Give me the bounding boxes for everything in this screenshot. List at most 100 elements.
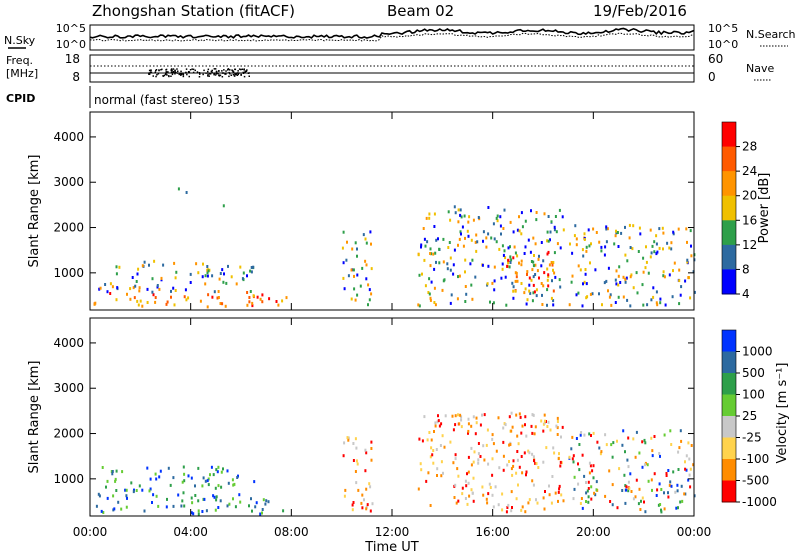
echo-cell bbox=[662, 274, 665, 278]
echo-cell bbox=[464, 258, 467, 262]
echo-cell bbox=[149, 477, 152, 481]
nave-right-tick-bottom: 0 bbox=[708, 70, 716, 84]
echo-cell bbox=[583, 474, 586, 478]
echo-cell bbox=[227, 481, 230, 485]
echo-cell bbox=[581, 453, 584, 457]
echo-cell bbox=[642, 303, 645, 307]
echo-cell bbox=[571, 274, 574, 278]
echo-cell bbox=[693, 494, 696, 498]
echo-cell bbox=[496, 219, 499, 223]
echo-cell bbox=[216, 470, 219, 474]
echo-cell bbox=[655, 301, 658, 305]
echo-cell bbox=[585, 282, 588, 286]
echo-cell bbox=[482, 230, 485, 234]
echo-cell bbox=[643, 500, 645, 504]
echo-cell bbox=[581, 506, 584, 510]
echo-cell bbox=[508, 460, 510, 463]
echo-cell bbox=[361, 266, 364, 270]
echo-cell bbox=[467, 481, 470, 485]
echo-cell bbox=[627, 436, 630, 440]
freq-dot bbox=[160, 69, 162, 71]
echo-cell bbox=[461, 492, 464, 496]
echo-cell bbox=[206, 271, 209, 275]
echo-cell bbox=[189, 272, 192, 276]
echo-cell bbox=[488, 482, 491, 486]
echo-cell bbox=[511, 506, 513, 509]
echo-cell bbox=[588, 432, 591, 436]
echo-cell bbox=[213, 495, 216, 499]
echo-cell bbox=[556, 426, 559, 430]
echo-cell bbox=[428, 216, 431, 220]
echo-cell bbox=[521, 225, 524, 229]
freq-dot bbox=[248, 72, 250, 74]
echo-cell bbox=[98, 287, 101, 291]
echo-cell bbox=[135, 280, 138, 283]
echo-cell bbox=[197, 509, 200, 513]
echo-cell bbox=[183, 295, 186, 299]
colorbar-tick-label: -100 bbox=[742, 452, 769, 466]
echo-cell bbox=[650, 298, 653, 302]
echo-cell bbox=[524, 287, 527, 291]
echo-cell bbox=[440, 460, 443, 464]
echo-cell bbox=[158, 287, 161, 291]
echo-cell bbox=[626, 298, 629, 302]
echo-cell bbox=[609, 500, 612, 503]
echo-cell bbox=[474, 240, 477, 244]
echo-cell bbox=[493, 288, 496, 292]
echo-cell bbox=[466, 472, 468, 476]
echo-cell bbox=[575, 237, 578, 241]
echo-cell bbox=[526, 270, 529, 274]
echo-cell bbox=[444, 414, 447, 418]
power-y-ticks: 4000 3000 2000 1000 bbox=[53, 130, 694, 280]
echo-cell bbox=[680, 484, 683, 488]
echo-cell bbox=[253, 480, 256, 484]
echo-cell bbox=[551, 263, 554, 267]
echo-cell bbox=[509, 443, 512, 446]
echo-cell bbox=[508, 415, 511, 419]
echo-cell bbox=[612, 441, 615, 445]
echo-cell bbox=[587, 495, 590, 499]
echo-cell bbox=[120, 507, 123, 511]
echo-cell bbox=[686, 258, 689, 262]
echo-cell bbox=[420, 243, 423, 247]
echo-cell bbox=[689, 229, 692, 233]
echo-cell bbox=[550, 501, 553, 505]
echo-cell bbox=[369, 509, 372, 513]
freq-dot bbox=[180, 73, 183, 75]
x-tick-label: 16:00 bbox=[475, 525, 510, 539]
echo-cell bbox=[367, 303, 369, 307]
echo-cell bbox=[346, 240, 348, 244]
echo-cell bbox=[492, 301, 495, 305]
echo-cell bbox=[365, 487, 368, 491]
echo-cell bbox=[222, 280, 225, 284]
echo-cell bbox=[535, 462, 538, 466]
echo-cell bbox=[568, 455, 571, 459]
echo-cell bbox=[472, 499, 475, 503]
echo-cell bbox=[632, 437, 635, 441]
freq-dot bbox=[213, 68, 216, 70]
freq-dot bbox=[231, 69, 233, 71]
echo-cell bbox=[146, 466, 149, 470]
freq-dot bbox=[229, 69, 231, 71]
echo-cell bbox=[549, 230, 552, 234]
freq-dot bbox=[172, 68, 175, 70]
echo-cell bbox=[512, 285, 515, 289]
echo-cell bbox=[553, 251, 556, 255]
echo-cell bbox=[577, 264, 580, 268]
echo-cell bbox=[668, 483, 671, 487]
echo-cell bbox=[512, 464, 515, 468]
echo-cell bbox=[427, 471, 430, 475]
echo-cell bbox=[252, 294, 255, 298]
echo-cell bbox=[486, 428, 489, 432]
frequency-panel-frame bbox=[89, 54, 695, 83]
echo-cell bbox=[609, 293, 612, 297]
freq-dot bbox=[238, 68, 241, 70]
echo-cell bbox=[106, 479, 109, 483]
echo-cell bbox=[425, 216, 428, 220]
echo-cell bbox=[689, 296, 692, 300]
echo-cell bbox=[452, 263, 455, 267]
echo-cell bbox=[585, 245, 588, 249]
echo-cell bbox=[557, 457, 560, 461]
freq-dot bbox=[174, 73, 176, 75]
echo-cell bbox=[590, 497, 593, 501]
